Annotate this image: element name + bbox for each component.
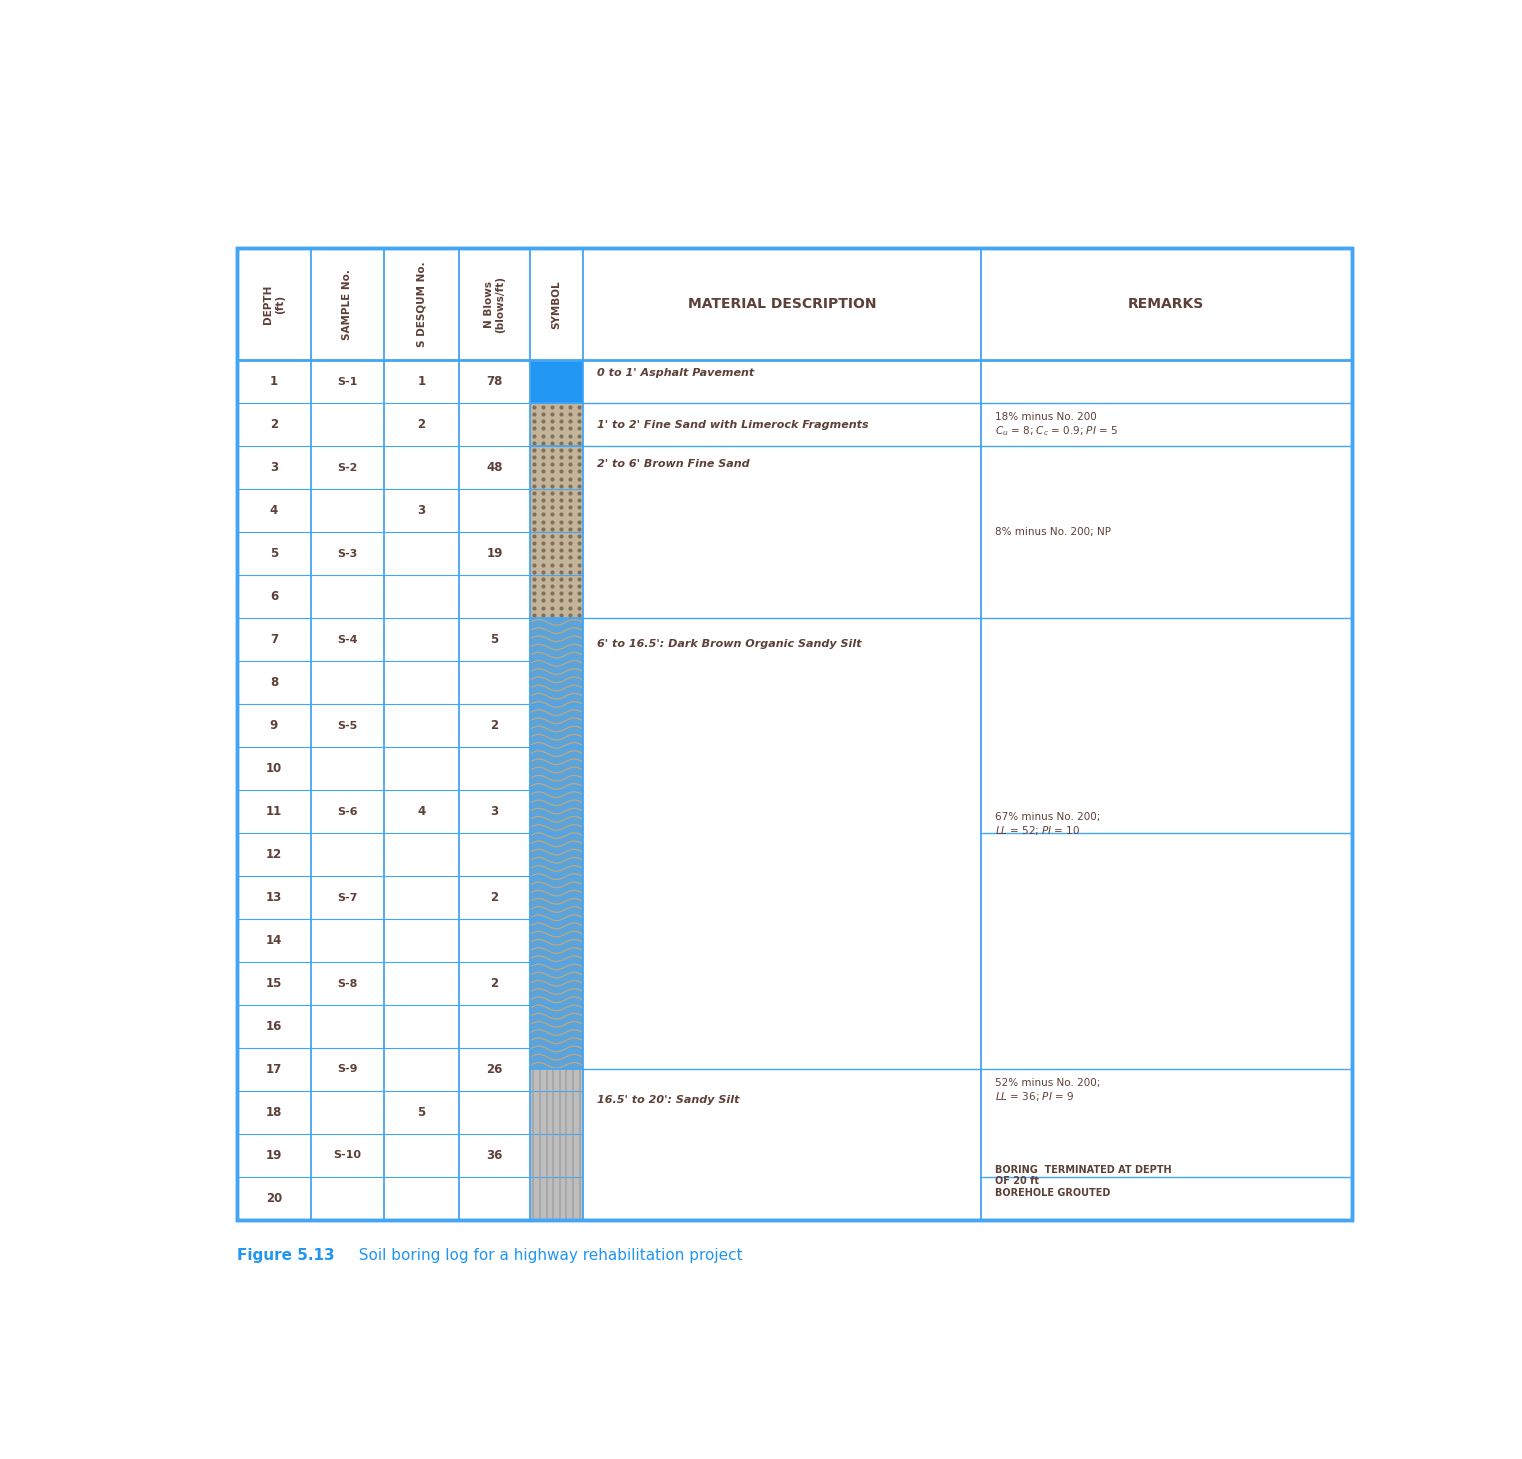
Text: Soil boring log for a highway rehabilitation project: Soil boring log for a highway rehabilita…	[350, 1247, 743, 1263]
Text: 2: 2	[490, 719, 499, 732]
Bar	[237, 248, 1352, 1220]
Text: 3: 3	[269, 461, 279, 474]
Text: 19: 19	[266, 1148, 282, 1161]
Text: 36: 36	[487, 1148, 502, 1161]
Text: 11: 11	[266, 805, 282, 818]
Text: 17: 17	[266, 1064, 282, 1075]
Text: 67% minus No. 200;
$LL$ = 52; $PI$ = 10: 67% minus No. 200; $LL$ = 52; $PI$ = 10	[995, 813, 1100, 837]
Text: 52% minus No. 200;
$LL$ = 36; $PI$ = 9: 52% minus No. 200; $LL$ = 36; $PI$ = 9	[995, 1078, 1100, 1103]
Text: 5: 5	[490, 633, 499, 646]
Text: 78: 78	[487, 375, 502, 388]
Text: 7: 7	[269, 633, 279, 646]
Text: 3: 3	[490, 805, 499, 818]
Text: Figure 5.13: Figure 5.13	[237, 1247, 335, 1263]
Text: 3: 3	[417, 505, 426, 518]
Text: S-10: S-10	[333, 1150, 361, 1160]
Text: REMARKS: REMARKS	[1128, 298, 1204, 311]
Text: BORING  TERMINATED AT DEPTH
OF 20 ft
BOREHOLE GROUTED: BORING TERMINATED AT DEPTH OF 20 ft BORE…	[995, 1164, 1172, 1198]
Text: 9: 9	[269, 719, 279, 732]
Text: 26: 26	[487, 1064, 502, 1075]
Text: S-6: S-6	[336, 807, 358, 817]
Bar	[530, 360, 583, 404]
Text: SYMBOL: SYMBOL	[551, 280, 562, 328]
Text: MATERIAL DESCRIPTION: MATERIAL DESCRIPTION	[688, 298, 877, 311]
Text: 48: 48	[487, 461, 502, 474]
Text: S-5: S-5	[336, 721, 358, 731]
Bar	[530, 619, 583, 1069]
Text: 2: 2	[269, 419, 279, 432]
Text: 18: 18	[266, 1106, 282, 1119]
Text: 2: 2	[490, 978, 499, 991]
Text: 4: 4	[269, 505, 279, 518]
Text: S-8: S-8	[336, 979, 358, 989]
Bar	[237, 248, 1352, 1220]
Text: 8: 8	[269, 676, 279, 689]
Bar	[530, 404, 583, 619]
Text: 1: 1	[417, 375, 426, 388]
Text: N Blows
(blows/ft): N Blows (blows/ft)	[484, 276, 505, 333]
Text: S-4: S-4	[336, 635, 358, 645]
Bar	[530, 1069, 583, 1220]
Text: 18% minus No. 200
$C_u$ = 8; $C_c$ = 0.9; $PI$ = 5: 18% minus No. 200 $C_u$ = 8; $C_c$ = 0.9…	[995, 411, 1119, 438]
Text: 6: 6	[269, 591, 279, 603]
Text: 2: 2	[417, 419, 426, 432]
Text: 19: 19	[487, 547, 502, 560]
Text: S-9: S-9	[336, 1065, 358, 1074]
Text: SAMPLE No.: SAMPLE No.	[342, 268, 352, 340]
Text: 16.5' to 20': Sandy Silt: 16.5' to 20': Sandy Silt	[597, 1094, 740, 1104]
Text: 8% minus No. 200; NP: 8% minus No. 200; NP	[995, 527, 1111, 537]
Text: 10: 10	[266, 762, 282, 775]
Bar	[237, 248, 1352, 1220]
Text: 12: 12	[266, 848, 282, 861]
Text: 6' to 16.5': Dark Brown Organic Sandy Silt: 6' to 16.5': Dark Brown Organic Sandy Si…	[597, 639, 861, 649]
Text: 16: 16	[266, 1020, 282, 1033]
Text: 1: 1	[269, 375, 279, 388]
Text: DEPTH
(ft): DEPTH (ft)	[263, 285, 285, 324]
Text: 4: 4	[417, 805, 426, 818]
Text: 2: 2	[490, 891, 499, 905]
Text: 0 to 1' Asphalt Pavement: 0 to 1' Asphalt Pavement	[597, 368, 755, 378]
Text: 13: 13	[266, 891, 282, 905]
Text: S DESQUM No.: S DESQUM No.	[417, 261, 426, 347]
Text: 1' to 2' Fine Sand with Limerock Fragments: 1' to 2' Fine Sand with Limerock Fragmen…	[597, 420, 869, 430]
Text: 14: 14	[266, 934, 282, 947]
Text: 20: 20	[266, 1192, 282, 1205]
Text: S-3: S-3	[336, 549, 358, 559]
Text: 5: 5	[417, 1106, 426, 1119]
Text: S-7: S-7	[336, 893, 358, 903]
Text: 5: 5	[269, 547, 279, 560]
Text: 2' to 6' Brown Fine Sand: 2' to 6' Brown Fine Sand	[597, 458, 750, 468]
Text: S-1: S-1	[336, 376, 358, 387]
Text: 15: 15	[266, 978, 282, 991]
Text: S-2: S-2	[336, 463, 358, 473]
